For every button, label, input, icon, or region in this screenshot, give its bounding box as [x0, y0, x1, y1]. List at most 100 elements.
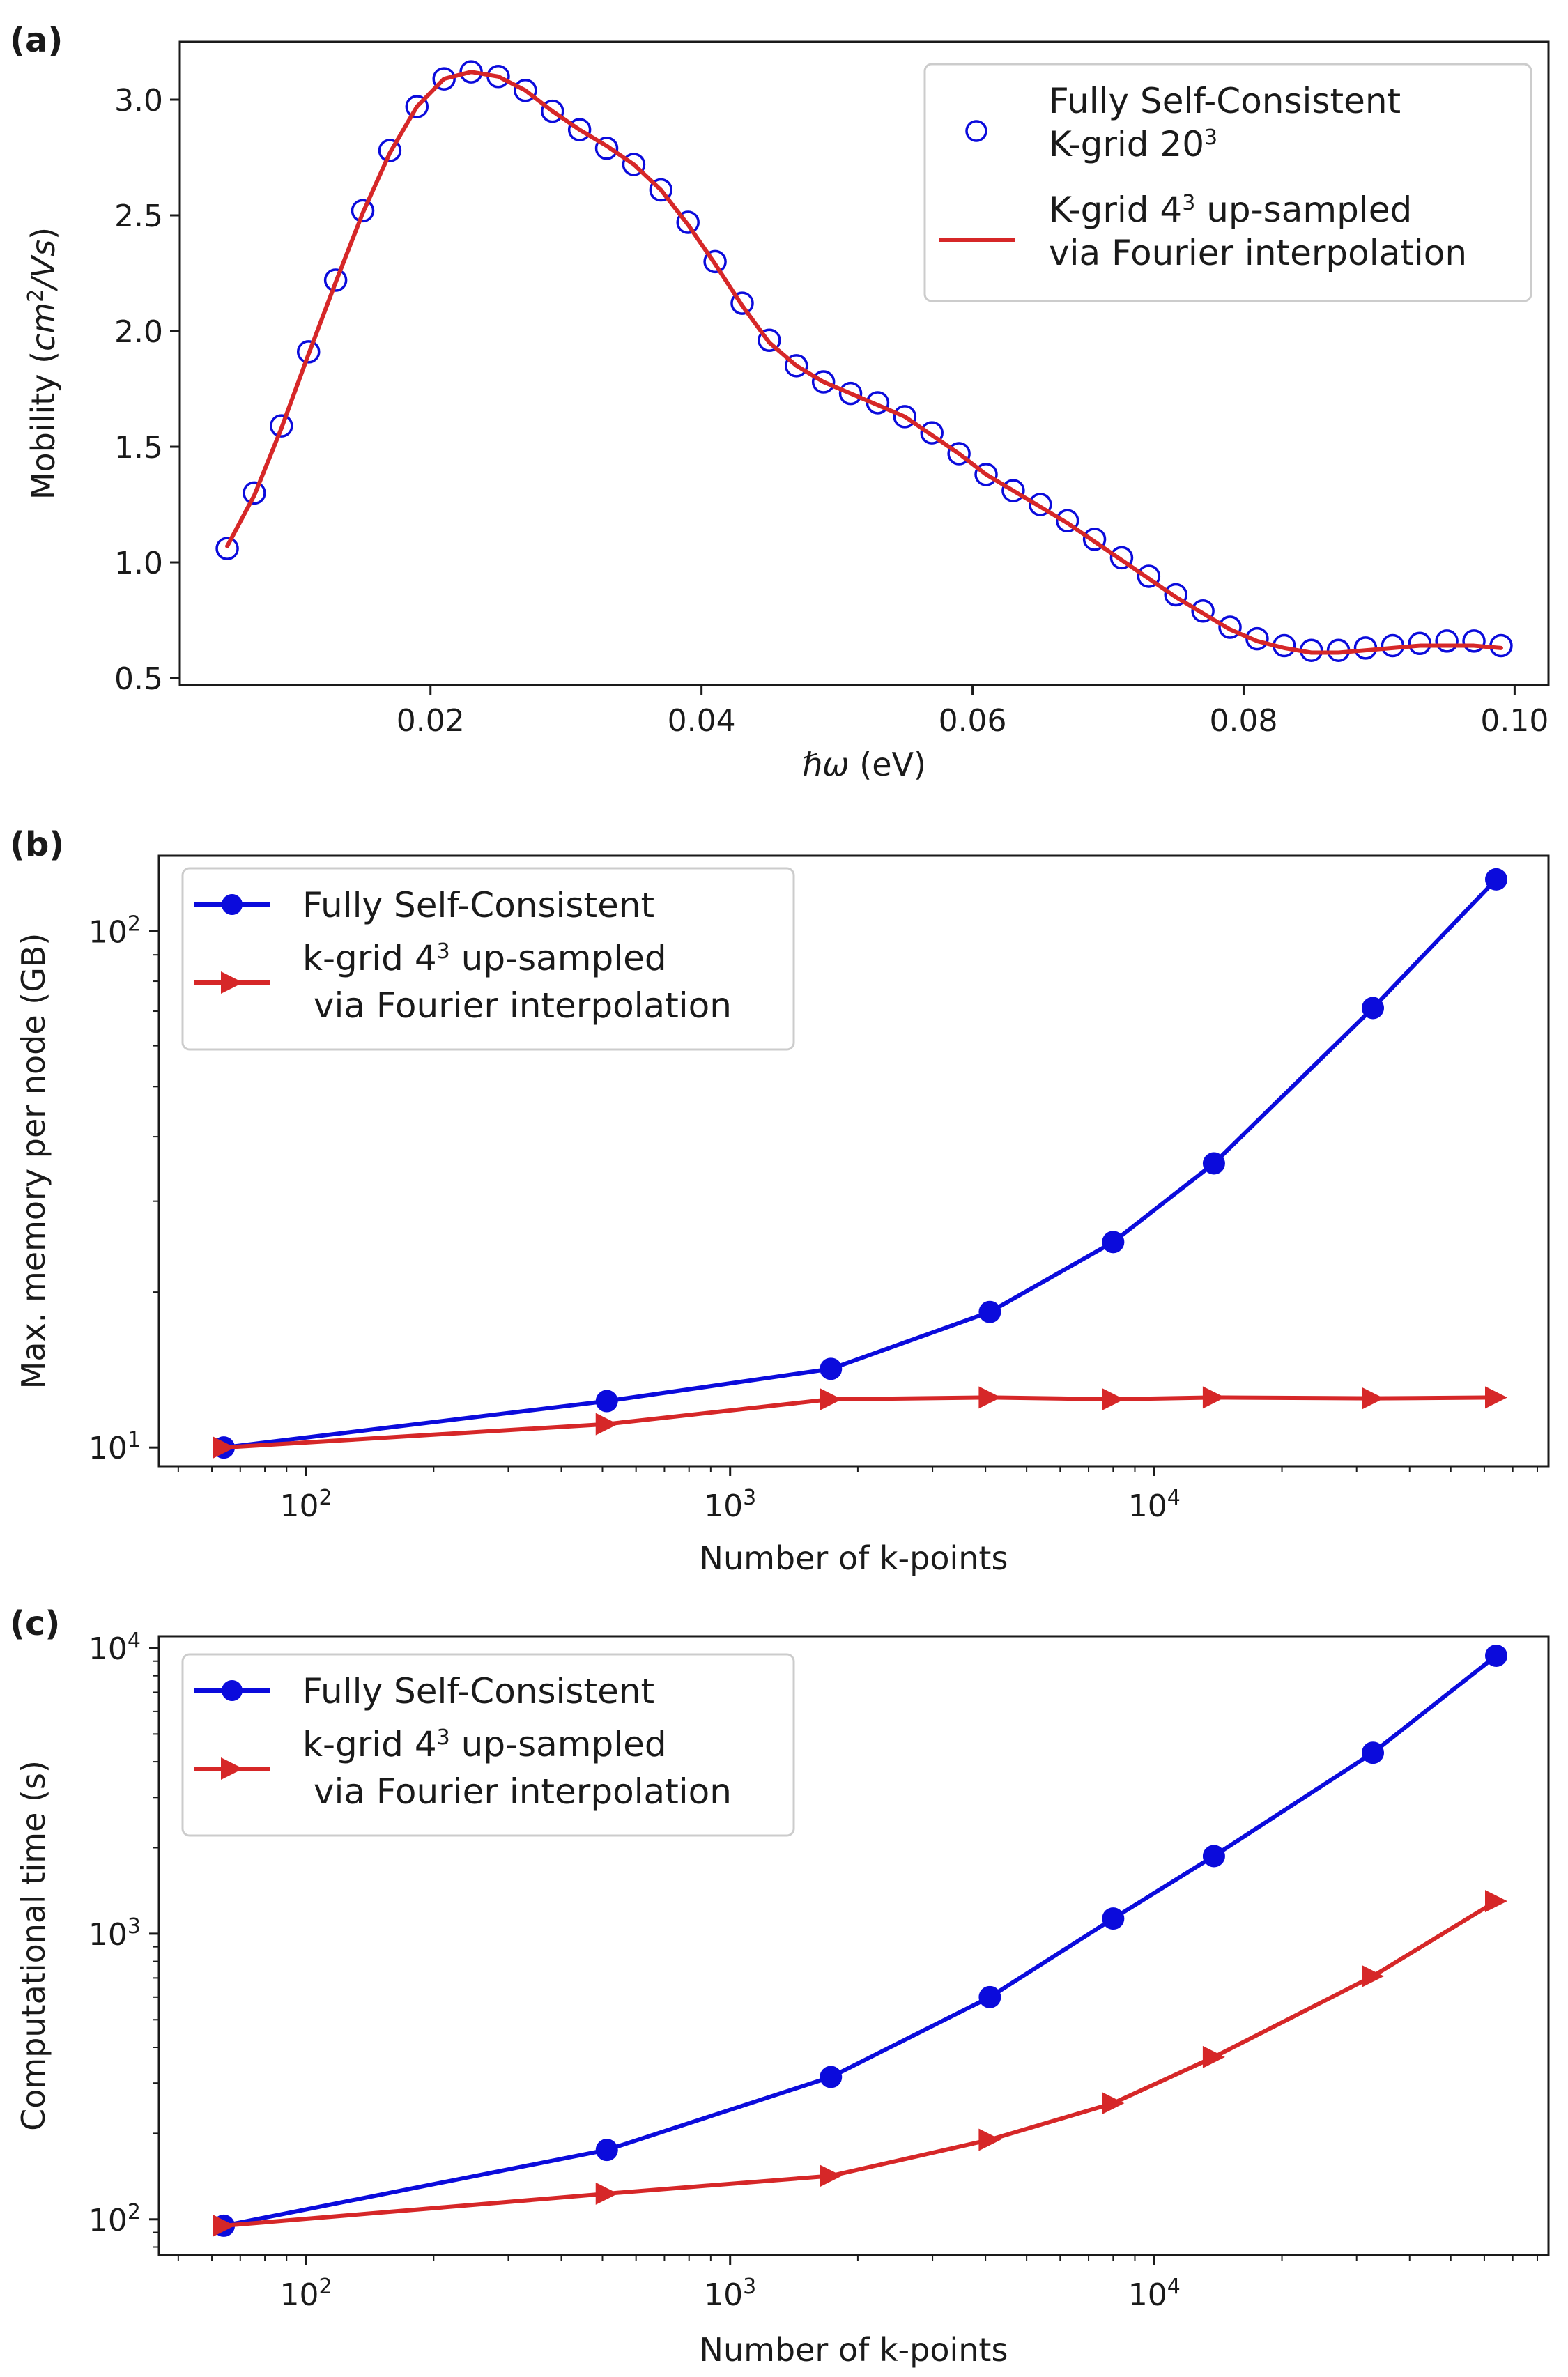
data-point [978, 2128, 1001, 2151]
data-point [820, 2066, 843, 2088]
data-point [1484, 868, 1507, 891]
data-point [811, 370, 836, 394]
data-point [1001, 479, 1025, 502]
series-fourier-interpolation [213, 1386, 1507, 1459]
data-point [1202, 1845, 1225, 1868]
panel-label: (b) [10, 825, 64, 864]
y-tick-label: 103 [89, 1914, 141, 1953]
x-tick-label: 0.04 [668, 703, 736, 739]
legend-label: Fully Self-Consistent [302, 885, 654, 925]
panel-label: (c) [10, 1604, 60, 1643]
data-point [920, 421, 944, 445]
data-point [820, 1387, 843, 1410]
data-point [1362, 1387, 1385, 1410]
legend-label: k-grid 43 up-sampled [302, 1724, 667, 1764]
data-point [1202, 1152, 1225, 1175]
y-tick-label: 102 [89, 2199, 141, 2238]
legend-label: via Fourier interpolation [302, 1771, 732, 1812]
legend-label: via Fourier interpolation [302, 985, 732, 1026]
data-point [978, 1300, 1001, 1323]
y-tick-label: 101 [89, 1428, 141, 1467]
data-point [1362, 997, 1385, 1020]
data-point [213, 2214, 236, 2237]
y-tick-label: 0.5 [114, 661, 163, 697]
x-axis-label: ℏω (eV) [802, 746, 926, 783]
chart-panel-b: (b) 102 103 104 101 102 Number of k-points Max.… [10, 825, 1550, 1577]
y-tick-label: 1.5 [114, 430, 163, 466]
legend-marker [222, 1680, 243, 1701]
axis-ticks: 102 103 104 102 103 104 [89, 1628, 1538, 2314]
data-point [785, 354, 808, 378]
data-point [567, 118, 592, 141]
data-point [595, 2182, 618, 2205]
x-axis-label: Number of k-points [700, 2331, 1008, 2369]
data-point [1102, 2092, 1125, 2115]
data-point [1102, 1907, 1125, 1930]
data-point [1408, 631, 1432, 655]
legend: Fully Self-Consistent k-grid 43 up-sample… [181, 1653, 795, 1837]
data-point [1137, 564, 1161, 588]
data-point [215, 537, 239, 560]
data-point [1218, 615, 1242, 639]
x-tick-label: 104 [1128, 2275, 1181, 2314]
data-point [243, 481, 266, 505]
x-tick-label: 0.02 [397, 703, 465, 739]
y-tick-label: 102 [89, 911, 141, 951]
legend-label: K-grid 43 up-sampled [1049, 190, 1412, 230]
y-tick-label: 2.5 [114, 199, 163, 234]
data-point [1484, 1644, 1507, 1667]
legend-marker [221, 971, 243, 994]
axes-frame [157, 1635, 1550, 2256]
legend-label: Fully Self-Consistent [302, 1671, 654, 1711]
data-point [1202, 1386, 1225, 1409]
data-point [514, 78, 537, 102]
series-line [223, 1654, 1498, 2228]
series-line [223, 877, 1498, 1450]
x-axis-label: Number of k-points [700, 1539, 1008, 1577]
y-tick-label: 1.0 [114, 546, 163, 581]
y-tick-label: 2.0 [114, 314, 163, 350]
legend-marker [222, 894, 243, 915]
data-point [595, 1413, 618, 1436]
data-point [758, 328, 781, 353]
legend-label: k-grid 43 up-sampled [302, 938, 667, 978]
data-point [820, 2164, 843, 2187]
series-line-fourier-interpolation [225, 70, 1503, 655]
data-point [730, 291, 754, 315]
data-point [1484, 1890, 1507, 1913]
x-tick-label: 102 [280, 2275, 332, 2314]
chart-panel-c: (c) 102 103 104 102 103 104 Number of k-points C… [10, 1604, 1550, 2369]
legend-marker [965, 120, 987, 142]
data-point [1435, 629, 1459, 653]
legend-marker [221, 1757, 243, 1780]
data-point [1082, 528, 1107, 551]
data-point [351, 199, 375, 223]
x-tick-label: 0.06 [939, 703, 1007, 739]
data-point [595, 1390, 618, 1413]
data-point [649, 178, 673, 202]
data-point [893, 405, 917, 429]
data-point [296, 340, 321, 364]
x-tick-label: 104 [1128, 1486, 1181, 1525]
y-axis-label: Max. memory per node (GB) [15, 933, 52, 1390]
data-point [270, 414, 293, 438]
x-tick-label: 0.08 [1209, 703, 1277, 739]
plot-area [213, 1644, 1507, 2237]
y-axis-label: Mobility (cm2/Vs) [24, 227, 63, 500]
data-point [1109, 546, 1134, 570]
axis-ticks: 0.02 0.04 0.06 0.08 0.10 0.5 1.0 1.5 2.0 2.5 3.0 [114, 83, 1548, 739]
x-tick-label: 103 [704, 1486, 756, 1525]
data-point [1202, 2045, 1225, 2068]
plot-area [215, 60, 1513, 662]
data-point [1484, 1386, 1507, 1409]
data-point [213, 1436, 236, 1459]
data-point [1102, 1231, 1125, 1254]
legend-label: K-grid 203 [1049, 124, 1217, 164]
axes-frame [178, 40, 1550, 686]
data-point [1029, 493, 1052, 516]
data-point [978, 1985, 1001, 2008]
data-point [1362, 1964, 1385, 1987]
legend-label: via Fourier interpolation [1049, 233, 1467, 273]
chart-panel-a: (a) 0.02 0.04 0.06 0.08 0.10 0.5 1.0 1.5 2.0 2.5 3.… [10, 21, 1550, 783]
